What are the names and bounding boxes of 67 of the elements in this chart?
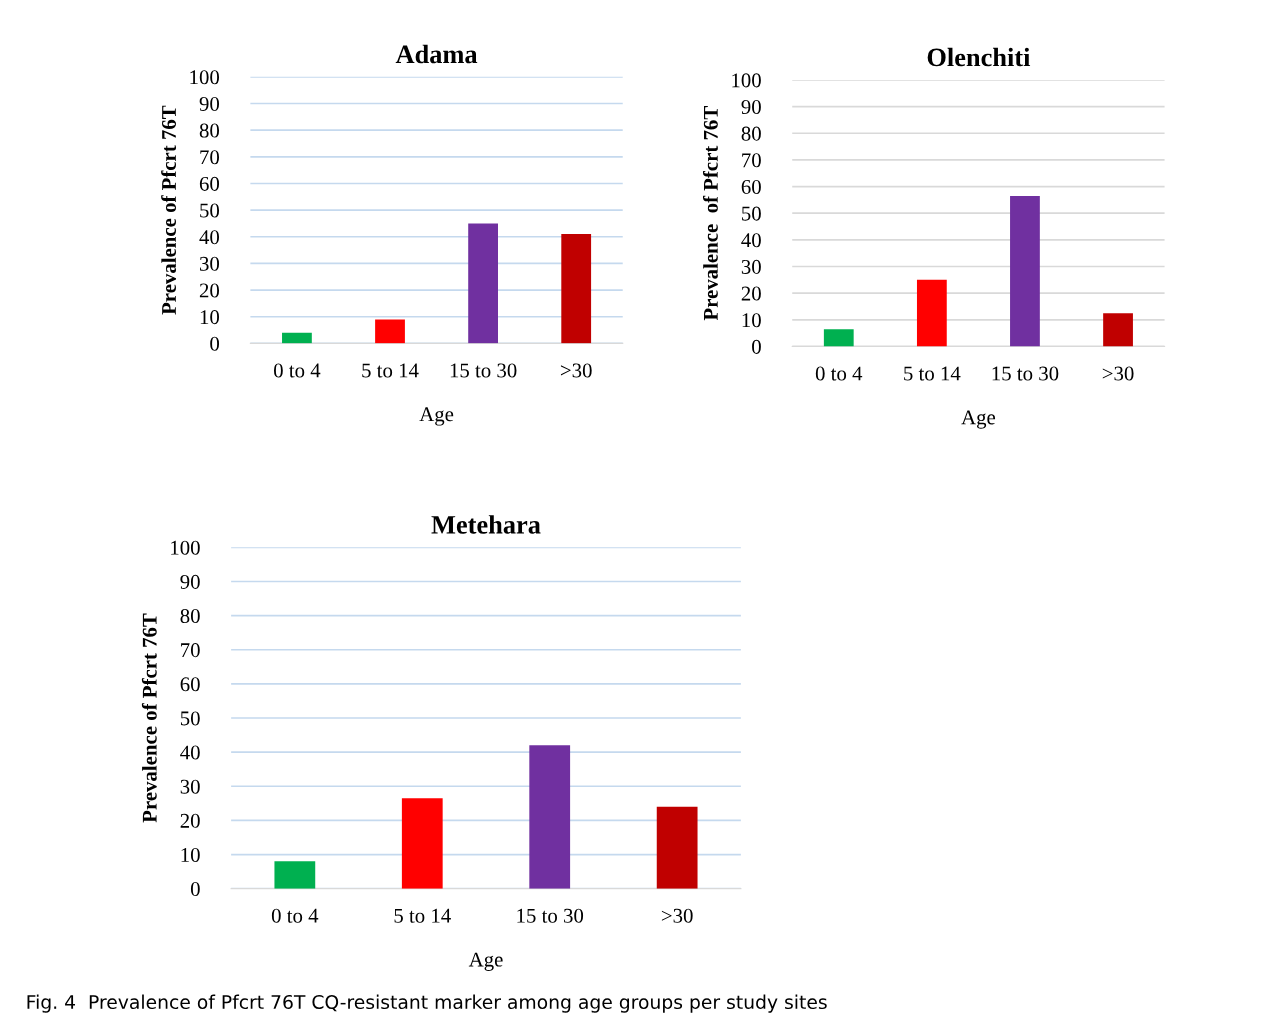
bar xyxy=(916,279,947,347)
y-tick-label: 90 xyxy=(180,574,200,589)
y-tick-label: 50 xyxy=(200,203,220,218)
bar xyxy=(561,234,592,344)
y-tick-label: 100 xyxy=(171,540,200,555)
y-tick-label: 10 xyxy=(181,847,200,862)
chart-title: Metehara xyxy=(431,515,541,534)
x-axis-title: Age xyxy=(961,410,996,429)
x-tick-label: 5 to 14 xyxy=(904,366,961,381)
y-tick-label: 80 xyxy=(741,126,761,141)
y-tick-label: 30 xyxy=(741,259,761,274)
y-tick-label: 80 xyxy=(180,608,200,624)
y-tick-label: 40 xyxy=(180,745,200,760)
y-tick-label: 20 xyxy=(180,813,200,828)
y-tick-label: 100 xyxy=(732,73,761,88)
bar xyxy=(823,329,854,347)
bar xyxy=(656,806,698,889)
y-tick-label: 10 xyxy=(742,313,761,328)
y-tick-label: 100 xyxy=(190,70,220,85)
y-axis-title: Prevalence of Pfcrt 76T xyxy=(141,613,157,823)
x-tick-label: >30 xyxy=(661,908,693,923)
y-axis-title: Prevalence of Pfcrt 76T xyxy=(702,106,718,321)
chart-title: Olenchiti xyxy=(927,47,1031,67)
x-tick-label: 15 to 30 xyxy=(992,366,1059,381)
x-tick-label: 15 to 30 xyxy=(450,363,517,378)
x-tick-label: >30 xyxy=(1102,366,1134,381)
y-tick-label: 0 xyxy=(752,339,761,354)
bar xyxy=(401,798,443,889)
y-tick-label: 20 xyxy=(741,286,761,301)
y-tick-label: 80 xyxy=(199,123,220,138)
y-tick-label: 50 xyxy=(180,711,200,726)
x-tick-label: 0 to 4 xyxy=(815,366,863,381)
y-tick-label: 90 xyxy=(199,96,220,111)
bar xyxy=(1103,313,1133,347)
y-tick-label: 0 xyxy=(210,336,220,351)
y-tick-label: 70 xyxy=(181,643,200,658)
y-tick-label: 70 xyxy=(742,153,761,168)
x-tick-label: 5 to 14 xyxy=(394,908,451,923)
y-tick-label: 10 xyxy=(200,310,220,325)
y-tick-label: 70 xyxy=(200,150,220,165)
x-tick-label: 15 to 30 xyxy=(517,908,584,923)
bar xyxy=(375,319,405,344)
x-tick-label: 0 to 4 xyxy=(271,908,319,923)
y-tick-label: 60 xyxy=(741,179,761,194)
bar xyxy=(282,332,312,344)
bar xyxy=(1010,195,1040,347)
x-tick-label: >30 xyxy=(560,363,592,378)
caption: Fig. 4 Prevalence of Pfcrt 76T CQ-resistant marker among age groups per study sites xyxy=(27,994,827,1013)
y-tick-label: 50 xyxy=(742,206,761,221)
x-axis-title: Age xyxy=(419,407,454,426)
chart-title: Adama xyxy=(395,44,478,64)
y-tick-label: 20 xyxy=(199,283,220,298)
bar xyxy=(529,745,571,889)
y-tick-label: 0 xyxy=(190,882,200,897)
bar xyxy=(274,861,316,889)
y-tick-label: 60 xyxy=(199,176,220,191)
x-tick-label: 0 to 4 xyxy=(273,363,321,378)
y-tick-label: 60 xyxy=(180,677,200,692)
y-axis-title: Prevalence of Pfcrt 76T xyxy=(161,105,177,315)
y-tick-label: 30 xyxy=(199,256,220,271)
bar xyxy=(468,223,498,344)
y-tick-label: 90 xyxy=(741,99,761,115)
y-tick-label: 40 xyxy=(199,230,220,245)
y-tick-label: 40 xyxy=(741,233,761,248)
x-axis-title: Age xyxy=(468,952,503,971)
x-tick-label: 5 to 14 xyxy=(362,363,419,378)
y-tick-label: 30 xyxy=(180,779,200,794)
